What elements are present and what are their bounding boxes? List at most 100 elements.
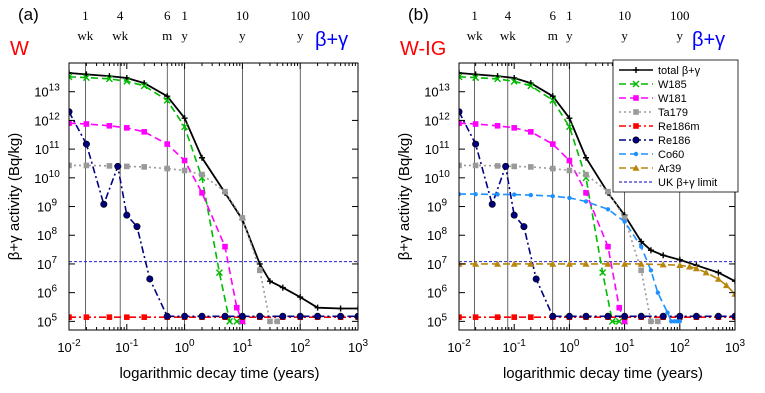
- panel-b-ref-label-bottom: y: [621, 28, 628, 43]
- panel-a-series-Re186-point: [146, 275, 154, 283]
- panel-b-series-W181-point: [549, 141, 556, 147]
- panel-a-series-Re186m-point: [141, 314, 147, 320]
- panel-a-series-Re186-point: [114, 162, 122, 170]
- panel-b-series-Ar39-point: [702, 269, 710, 276]
- panel-a-ref-label-top: 4: [117, 8, 124, 23]
- panel-a-series-Ta179-point: [106, 163, 113, 169]
- panel-b-legend-marker: [633, 67, 639, 73]
- panel-b-legend-marker: [633, 151, 639, 157]
- panel-b-legend-label: Ta179: [658, 107, 688, 119]
- panel-a-y-axis-label: β+γ activity (Bq/kg): [6, 133, 23, 260]
- panel-a-series-Re186-point: [238, 312, 246, 320]
- panel-b-series-W185-point: [510, 77, 518, 85]
- panel-b-legend-label: Co60: [658, 149, 684, 161]
- panel-b-series-W181-point: [566, 157, 573, 164]
- panel-a-series-Re186-point: [163, 312, 171, 320]
- panel-b-series-Re186-point: [604, 312, 612, 320]
- panel-b-series-Ta179-point: [566, 167, 573, 174]
- panel-b-legend-label: Re186: [658, 135, 690, 147]
- panel-a-series-total-point: [355, 305, 358, 312]
- panel-a-series-total-point: [83, 71, 90, 78]
- panel-b-series-Ar39-point: [582, 260, 590, 267]
- panel-b-series-W181-point: [616, 304, 623, 311]
- panel-a-ref-label-top: 6: [164, 8, 171, 23]
- panel-b-series-Ta179-point: [648, 318, 654, 325]
- panel-a-series-W185-point: [140, 82, 148, 90]
- panel-b-y-tick-label: 1012: [424, 111, 450, 128]
- panel-a-series-W181-point: [69, 120, 72, 126]
- panel-b-x-axis-label: logarithmic decay time (years): [503, 365, 703, 382]
- panel-b-series-W181-point: [472, 121, 479, 127]
- panel-b-y-tick-label: 106: [427, 284, 447, 301]
- panel-b-series-Ar39-line: [459, 263, 735, 295]
- panel-b-series-Re186-point: [659, 312, 667, 320]
- panel-a-series-Re186-point: [133, 223, 141, 231]
- panel-b-legend-marker: [633, 95, 639, 101]
- panel-b-series-W181-point: [583, 190, 589, 196]
- panel-b-series-Ta179-point: [528, 164, 534, 170]
- panel-b-series-total-point: [549, 93, 556, 100]
- panel-b-series-total-point: [583, 154, 590, 161]
- panel-b-series-Ta179-point: [459, 162, 462, 169]
- panel-b-ref-label-bottom: y: [566, 28, 573, 43]
- panel-a-series-Ta179-point: [239, 215, 246, 221]
- panel-b-y-tick-label: 107: [427, 255, 447, 272]
- panel-a-series-Ta179-point: [256, 267, 263, 274]
- panel-b-series-Re186m-point: [511, 314, 517, 320]
- panel-a-series-W185-line: [69, 76, 243, 323]
- panel-b-series-W181-point: [605, 243, 611, 250]
- panel-b-x-tick-label: 101: [615, 338, 635, 355]
- panel-b-series-Ar39-point: [621, 260, 629, 267]
- panel-b-series-Re186m-point: [472, 314, 479, 320]
- panel-b-legend-label: W181: [658, 93, 687, 105]
- panel-a-ref-label-bottom: y: [239, 28, 246, 43]
- panel-b-legend-marker: [632, 164, 640, 171]
- panel-b-y-tick-label: 109: [427, 198, 447, 215]
- panel-b-series-Re186-point: [692, 312, 700, 320]
- panel-b-series-W181-line: [459, 122, 626, 322]
- panel-a-ref-label-bottom: y: [297, 28, 304, 43]
- panel-b-series-Co60-point: [567, 195, 572, 201]
- panel-a-series-W181-point: [233, 304, 240, 311]
- panel-b-series-Re186-point: [472, 140, 480, 148]
- panel-b-series-W181-point: [511, 125, 517, 131]
- panel-b-ref-label-bottom: wk: [467, 28, 483, 43]
- panel-b-series-W185-point: [472, 74, 480, 82]
- panel-b-series-Ta179-point: [655, 318, 661, 325]
- panel-b-series-total-point: [715, 269, 722, 276]
- panel-b-series-Re186-point: [549, 312, 557, 320]
- panel-a-y-tick-label: 1013: [34, 83, 60, 100]
- panel-a-x-tick-label: 10-2: [57, 338, 81, 355]
- panel-a-series-Re186-point: [256, 312, 264, 320]
- panel-b-series-W185-point: [494, 75, 502, 83]
- panel-b-series-Co60-point: [665, 310, 670, 315]
- panel-a-series-Re186-point: [337, 312, 345, 320]
- panel-a-series-W181-point: [164, 141, 171, 147]
- panel-b-series-Ar39-point: [714, 275, 722, 282]
- panel-a-x-tick-label: 102: [290, 338, 310, 355]
- panel-b-ref-label-top: 10: [618, 8, 631, 23]
- panel-b-series-Co60-point: [648, 268, 654, 273]
- panel-b-series-W185-point: [599, 269, 607, 277]
- panel-b-legend-label: Re186m: [658, 121, 700, 133]
- panel-b-series-total-point: [647, 247, 654, 254]
- panel-b-series-Co60-point: [550, 193, 555, 199]
- panel-b-y-tick-label: 1013: [424, 83, 450, 100]
- panel-a-series-Ta179-point: [124, 163, 130, 170]
- panel-b-series-Ar39-point: [472, 260, 480, 267]
- panel-a-y-tick-label: 106: [37, 284, 57, 301]
- panel-a-ref-label-top: 100: [290, 8, 310, 23]
- panel-b-series-Co60-point: [459, 191, 462, 197]
- panel-a-series-W181-point: [222, 243, 228, 250]
- panel-b-series-W185-point: [615, 317, 623, 325]
- panel-b-series-Re186-point: [676, 312, 684, 320]
- panel-a-series-W181-point: [124, 125, 130, 131]
- panel-a-series-W185-point: [215, 269, 223, 277]
- panel-a-series-W181-point: [83, 121, 90, 127]
- panel-a-series-total-point: [297, 294, 304, 301]
- panel-b-series-Ta179-point: [583, 171, 589, 178]
- panel-a-y-tick-label: 1010: [34, 169, 60, 186]
- panel-a-series-W181-point: [181, 157, 188, 164]
- panel-b-series-Ta179-point: [494, 163, 501, 169]
